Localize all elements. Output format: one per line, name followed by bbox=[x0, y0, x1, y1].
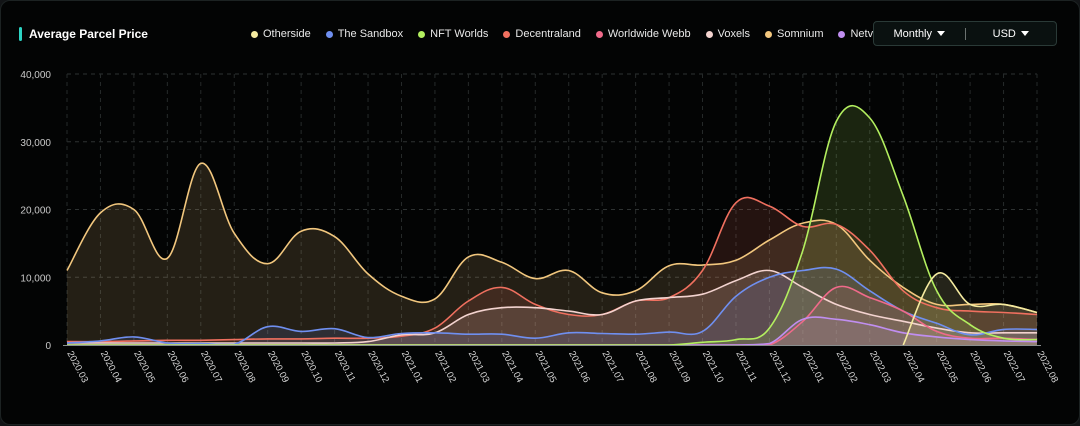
series-area bbox=[67, 105, 1037, 345]
legend-dot-icon bbox=[503, 30, 511, 38]
legend-dot-icon bbox=[765, 30, 773, 38]
legend-label: Otherside bbox=[263, 28, 311, 40]
series-area bbox=[67, 317, 1037, 345]
y-tick-label: 10,000 bbox=[20, 273, 51, 284]
x-tick-label: 2021.04 bbox=[499, 349, 525, 384]
series-line bbox=[902, 272, 1038, 346]
currency-dropdown[interactable]: USD bbox=[966, 28, 1057, 40]
legend-dot-icon bbox=[325, 30, 333, 38]
x-tick-label: 2020.03 bbox=[64, 349, 90, 384]
legend-dot-icon bbox=[705, 30, 713, 38]
legend-label: The Sandbox bbox=[337, 28, 404, 40]
x-tick-label: 2020.11 bbox=[332, 349, 358, 384]
series-area bbox=[67, 163, 1037, 345]
series-area bbox=[67, 270, 1037, 345]
y-tick-label: 0 bbox=[45, 341, 51, 352]
legend-item[interactable]: Voxels bbox=[705, 28, 751, 40]
legend-label: Worldwide Webb bbox=[607, 28, 691, 40]
chart-controls: Monthly USD bbox=[873, 21, 1057, 46]
x-tick-label: 2021.09 bbox=[666, 349, 692, 384]
series-line bbox=[66, 196, 1038, 343]
x-tick-label: 2022.06 bbox=[967, 349, 993, 384]
x-tick-label: 2021.03 bbox=[466, 349, 492, 384]
legend-item[interactable]: The Sandbox bbox=[325, 28, 404, 40]
x-tick-label: 2021.05 bbox=[533, 349, 559, 384]
series-area bbox=[67, 197, 1037, 345]
series-line bbox=[66, 269, 1037, 344]
x-tick-label: 2020.07 bbox=[198, 349, 224, 384]
caret-down-icon bbox=[937, 31, 946, 36]
legend-item[interactable]: Decentraland bbox=[503, 28, 581, 40]
y-tick-label: 30,000 bbox=[20, 138, 51, 149]
x-tick-label: 2022.01 bbox=[800, 349, 826, 384]
title-accent-bar bbox=[19, 27, 22, 41]
legend-item[interactable]: Worldwide Webb bbox=[595, 28, 691, 40]
chart-legend: Otherside The Sandbox NFT Worlds Decentrala… bbox=[251, 28, 897, 40]
x-tick-label: 2022.03 bbox=[867, 349, 893, 384]
legend-dot-icon bbox=[418, 30, 426, 38]
y-tick-label: 20,000 bbox=[20, 206, 51, 217]
currency-dropdown-label: USD bbox=[992, 27, 1016, 40]
legend-label: NFT Worlds bbox=[430, 28, 489, 40]
series-area bbox=[67, 286, 1037, 345]
x-tick-label: 2021.12 bbox=[767, 349, 793, 384]
x-tick-label: 2020.06 bbox=[165, 349, 191, 384]
x-tick-label: 2020.09 bbox=[265, 349, 291, 384]
legend-label: Voxels bbox=[717, 28, 751, 40]
legend-item[interactable]: Otherside bbox=[251, 28, 311, 40]
x-tick-label: 2022.05 bbox=[934, 349, 960, 384]
x-tick-label: 2020.08 bbox=[232, 349, 258, 384]
legend-item[interactable]: Somnium bbox=[765, 28, 823, 40]
x-tick-label: 2022.07 bbox=[1001, 349, 1027, 384]
legend-label: Decentraland bbox=[515, 28, 581, 40]
y-tick-label: 40,000 bbox=[20, 70, 51, 81]
x-tick-label: 2020.10 bbox=[298, 349, 324, 384]
page-title: Average Parcel Price bbox=[29, 27, 148, 41]
x-tick-label: 2021.10 bbox=[700, 349, 726, 384]
legend-label: Somnium bbox=[777, 28, 824, 40]
x-tick-label: 2021.02 bbox=[432, 349, 458, 384]
x-tick-label: 2022.04 bbox=[901, 349, 927, 384]
series-area bbox=[67, 267, 1037, 345]
legend-dot-icon bbox=[838, 30, 846, 38]
series-line bbox=[66, 162, 1038, 314]
legend-item[interactable]: NFT Worlds bbox=[418, 28, 488, 40]
x-tick-label: 2021.07 bbox=[600, 349, 626, 384]
legend-dot-icon bbox=[595, 30, 603, 38]
x-tick-label: 2022.02 bbox=[834, 349, 860, 384]
x-tick-label: 2021.11 bbox=[733, 349, 759, 384]
x-tick-label: 2020.12 bbox=[365, 349, 391, 384]
period-dropdown-label: Monthly bbox=[893, 27, 933, 40]
caret-down-icon bbox=[1020, 31, 1029, 36]
x-tick-label: 2020.05 bbox=[131, 349, 157, 384]
legend-dot-icon bbox=[251, 30, 258, 38]
x-tick-label: 2021.01 bbox=[399, 349, 425, 384]
controls-divider bbox=[964, 27, 966, 40]
period-dropdown[interactable]: Monthly bbox=[874, 28, 965, 40]
x-tick-label: 2022.08 bbox=[1034, 349, 1060, 384]
x-tick-label: 2021.06 bbox=[566, 349, 592, 384]
x-tick-label: 2020.04 bbox=[98, 349, 124, 384]
title-wrap: Average Parcel Price bbox=[19, 26, 148, 42]
x-tick-label: 2021.08 bbox=[633, 349, 659, 384]
